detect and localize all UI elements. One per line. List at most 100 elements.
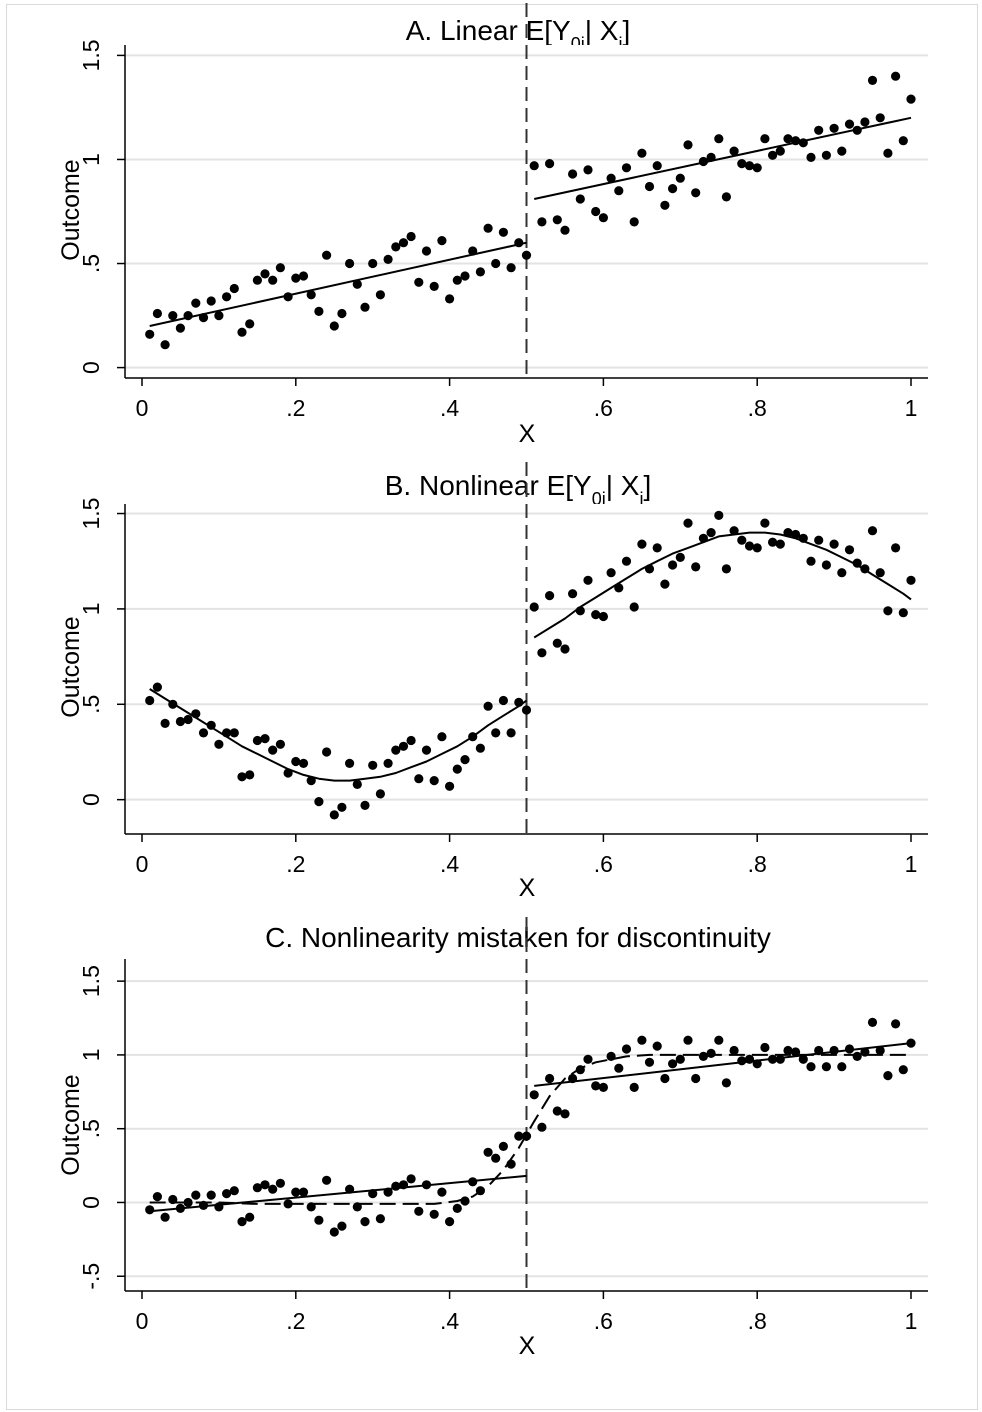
data-point-a [675,173,685,183]
data-point-a [821,150,832,160]
data-point-a [468,246,478,256]
data-point-a [775,146,785,156]
data-point-a [760,134,770,144]
data-point-b [698,533,709,543]
xtick-label-b: 0 [136,851,149,877]
ytick-label-a: .5 [78,254,104,273]
data-point-a [621,163,632,173]
data-point-a [245,319,255,329]
data-point-b [706,528,716,538]
data-point-a [791,136,801,146]
data-point-b [529,602,539,612]
xtick-label-a: .4 [440,395,459,421]
chart-a-title: A. Linear E[Y0i| Xi] [406,15,631,54]
data-point-a [183,311,193,321]
data-point-c [691,1073,701,1084]
data-point-c [260,1180,270,1190]
data-point-b [714,510,724,520]
data-point-b [360,800,370,810]
data-point-a [660,200,670,210]
data-point-b [798,533,808,543]
data-point-b [275,739,285,749]
data-point-b [222,728,232,738]
data-point-a [283,292,293,302]
data-point-c [621,1044,632,1054]
data-point-a [898,136,908,146]
data-point-a [337,308,347,319]
data-point-b [637,539,647,549]
data-point-b [598,611,609,622]
data-point-a [629,217,639,227]
data-point-c [514,1131,524,1141]
data-point-a [368,258,378,269]
data-point-a [506,263,516,273]
data-point-c [837,1062,847,1072]
data-point-c [214,1202,224,1212]
data-point-c [768,1054,778,1064]
xtick-label-b: .4 [440,851,459,877]
ytick-label-c: .5 [78,1119,104,1138]
data-point-b [298,758,309,768]
data-point-b [568,589,578,599]
data-point-b [875,568,885,578]
data-point-a [744,161,755,171]
fit-line-c-2 [149,1053,911,1205]
data-point-c [483,1147,493,1157]
data-point-a [575,194,585,204]
chart-a-xlabel: X [519,420,536,448]
data-point-b [814,535,824,545]
data-point-b [891,543,901,553]
data-point-c [814,1045,824,1056]
data-point-a [891,71,901,81]
data-point-c [345,1184,355,1194]
panel-c: C. Nonlinearity mistaken for discontinui… [0,917,982,1367]
data-point-c [660,1073,670,1084]
data-point-c [506,1159,516,1169]
ytick-label-a: 1 [78,153,104,166]
data-point-b [575,606,585,616]
data-point-a [752,163,762,173]
data-point-b [552,638,562,648]
data-point-b [368,760,378,770]
data-point-a [737,159,747,169]
data-point-b [829,539,839,549]
data-point-a [721,192,732,202]
data-point-a [637,148,647,158]
data-point-c [537,1122,547,1132]
data-point-c [452,1203,462,1213]
data-point-c [437,1187,447,1197]
data-point-a [798,138,808,148]
data-point-b [860,564,870,574]
data-point-b [152,682,162,692]
data-point-c [445,1217,455,1227]
chart-c-title: C. Nonlinearity mistaken for discontinui… [265,922,771,953]
data-point-b [437,732,447,742]
data-point-b [521,705,532,715]
data-point-b [668,560,678,570]
data-point-b [537,648,547,658]
data-point-c [352,1202,362,1212]
data-point-a [683,140,693,150]
data-point-b [683,518,693,528]
data-point-a [783,134,793,144]
data-point-a [145,329,155,339]
data-point-a [191,298,201,308]
data-point-a [691,188,701,198]
data-point-c [744,1054,755,1064]
chart-a-svg: A. Linear E[Y0i| Xi] 0 .5 1 1.5 0 .2 .4 .6 .8 1 X… [57,3,928,448]
xtick-label-c: .6 [594,1308,613,1334]
data-point-b [498,695,508,706]
chart-b-xlabel: X [519,874,536,902]
data-point-a [229,283,239,294]
data-point-a [814,125,824,135]
data-point-a [768,150,778,160]
data-point-a [806,152,816,162]
ytick-label-b: .5 [78,695,104,714]
data-point-a [906,94,916,104]
data-point-b [460,755,470,765]
data-point-b [737,535,747,545]
data-point-c [429,1209,439,1219]
panel-a: A. Linear E[Y0i| Xi] 0 .5 1 1.5 0 .2 .4 .6 .8 1 X… [0,0,982,462]
data-point-a [291,273,301,283]
data-point-c [683,1035,693,1045]
